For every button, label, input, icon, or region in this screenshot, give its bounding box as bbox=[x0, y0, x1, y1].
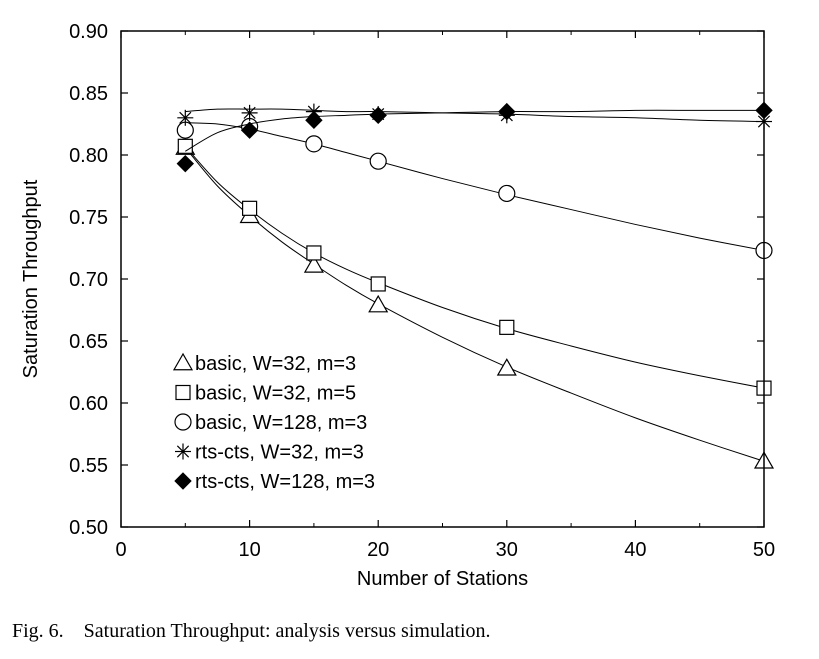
asterisk-stroke bbox=[176, 445, 190, 458]
y-tick-label: 0.65 bbox=[69, 331, 108, 353]
legend-label-5: rts-cts, W=128, m=3 bbox=[195, 471, 375, 493]
series-4-line bbox=[185, 108, 765, 123]
series-2-point bbox=[370, 276, 386, 292]
series-2-point bbox=[306, 245, 322, 261]
legend-marker-3 bbox=[174, 413, 192, 431]
asterisk-stroke bbox=[243, 106, 256, 119]
legend: basic, W=32, m=3 basic, W=32, m=5 basic, W… bbox=[172, 352, 375, 493]
y-tick-label: 0.90 bbox=[69, 21, 108, 43]
y-axis-ticks: 0.50 0.55 0.60 0.65 0.70 0.75 0.80 0.85 0.90 bbox=[69, 21, 764, 539]
series-4-point bbox=[177, 109, 194, 126]
series-5 bbox=[176, 101, 773, 173]
legend-marker-2 bbox=[175, 384, 191, 401]
series-3-point bbox=[305, 135, 323, 153]
series-2-point bbox=[499, 319, 515, 335]
x-tick-label: 10 bbox=[238, 539, 260, 561]
y-axis-title: Saturation Throughput bbox=[20, 179, 42, 378]
asterisk-stroke bbox=[179, 111, 192, 124]
figure-caption: Fig. 6. Saturation Throughput: analysis … bbox=[12, 620, 491, 642]
series-3-line bbox=[185, 122, 765, 251]
legend-marker-1 bbox=[172, 352, 194, 371]
series-5-point bbox=[305, 111, 323, 129]
legend-label-1: basic, W=32, m=3 bbox=[195, 353, 356, 375]
saturation-throughput-chart: 0 10 20 30 40 50 0.50 0.55 0.60 0.65 0.70 0.75 0.80… bbox=[20, 21, 775, 590]
series-5-point bbox=[176, 154, 195, 173]
series-2-point bbox=[177, 138, 193, 154]
series-4 bbox=[177, 103, 772, 130]
plot-frame bbox=[120, 30, 765, 528]
series-4-point bbox=[241, 104, 258, 121]
series-1-point bbox=[303, 255, 324, 273]
series-2-point bbox=[242, 200, 258, 216]
y-tick-label: 0.50 bbox=[69, 517, 108, 539]
x-tick-label: 20 bbox=[367, 539, 389, 561]
series-5-point bbox=[498, 102, 516, 121]
legend-marker-5 bbox=[174, 472, 192, 490]
series-3-point bbox=[369, 152, 387, 170]
legend-label-4: rts-cts, W=32, m=3 bbox=[195, 442, 364, 464]
y-tick-label: 0.85 bbox=[69, 83, 108, 105]
series-2-line bbox=[184, 145, 765, 389]
x-tick-label: 40 bbox=[624, 539, 646, 561]
y-tick-label: 0.55 bbox=[69, 455, 108, 477]
x-tick-label: 50 bbox=[753, 539, 775, 561]
legend-label-2: basic, W=32, m=5 bbox=[195, 383, 356, 405]
legend-marker-4 bbox=[175, 443, 191, 460]
y-tick-label: 0.75 bbox=[69, 207, 108, 229]
x-axis-title: Number of Stations bbox=[357, 568, 528, 590]
x-tick-label: 0 bbox=[115, 539, 126, 561]
y-tick-label: 0.80 bbox=[69, 145, 108, 167]
series-5-point bbox=[240, 121, 259, 139]
legend-label-3: basic, W=128, m=3 bbox=[195, 412, 367, 434]
series-3 bbox=[176, 117, 773, 260]
series-5-line bbox=[185, 109, 764, 152]
series-5-point bbox=[369, 106, 387, 125]
y-tick-label: 0.60 bbox=[69, 393, 108, 415]
series-1-point bbox=[368, 294, 389, 313]
series-3-point bbox=[498, 184, 516, 203]
y-tick-label: 0.70 bbox=[69, 269, 108, 291]
x-tick-label: 30 bbox=[496, 539, 518, 561]
series-1-point bbox=[496, 358, 517, 376]
